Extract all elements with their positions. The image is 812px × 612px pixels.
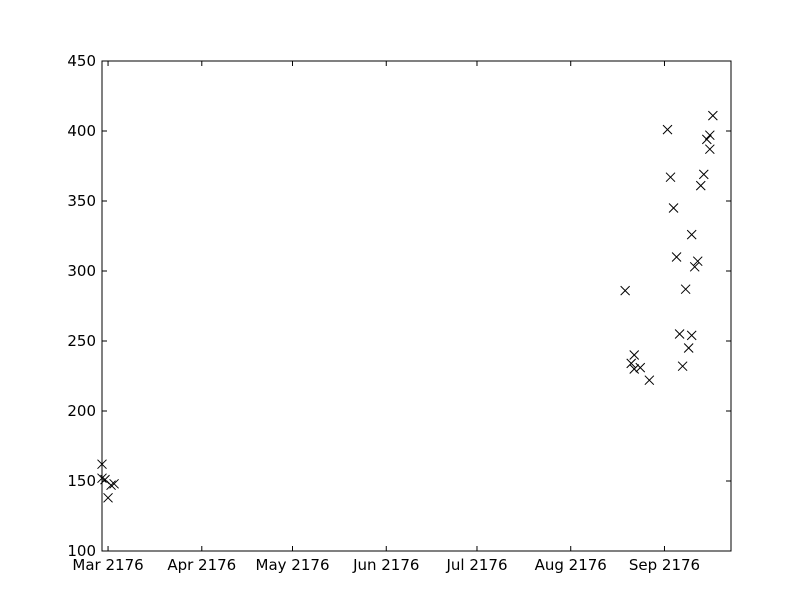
data-point — [668, 203, 679, 213]
data-point — [701, 134, 712, 145]
data-point — [629, 364, 640, 374]
y-tick-label: 150 — [67, 472, 96, 490]
data-point — [674, 329, 685, 339]
labels-layer: 100 150 200 250 300 350 400 450 Mar 2176 Apr 2176… — [67, 52, 700, 574]
data-point — [689, 261, 700, 272]
data-point — [629, 350, 640, 360]
points-layer — [97, 110, 718, 503]
x-tick-label: Jul 2176 — [445, 556, 507, 574]
y-tick-label: 250 — [67, 332, 96, 350]
x-tick-label: May 2176 — [256, 556, 330, 574]
data-point — [103, 492, 113, 503]
y-tick-label: 200 — [67, 402, 96, 420]
data-point — [704, 130, 715, 141]
data-point — [704, 144, 715, 155]
data-point — [692, 256, 703, 267]
data-point — [662, 124, 673, 135]
data-point — [106, 480, 116, 491]
data-point — [686, 229, 697, 240]
data-point — [644, 375, 655, 386]
data-point — [698, 169, 709, 180]
ticks-layer — [102, 60, 731, 552]
data-point — [626, 358, 637, 369]
data-point — [635, 362, 646, 373]
y-tick-label: 450 — [67, 52, 96, 70]
data-point — [109, 478, 119, 489]
x-tick-label: Aug 2176 — [535, 556, 607, 574]
y-tick-label: 300 — [67, 262, 96, 280]
y-tick-label: 100 — [67, 542, 96, 560]
x-tick-label: Apr 2176 — [167, 556, 236, 574]
data-point — [620, 285, 631, 296]
data-point — [708, 110, 718, 121]
y-tick-label: 400 — [67, 122, 96, 140]
x-tick-label: Mar 2176 — [72, 556, 143, 574]
data-point — [677, 361, 688, 372]
plot-frame — [101, 60, 732, 552]
data-point — [686, 330, 697, 341]
data-point — [671, 252, 682, 262]
data-point — [683, 343, 694, 353]
y-tick-label: 350 — [67, 192, 96, 210]
data-point — [695, 180, 706, 191]
data-point — [665, 172, 676, 183]
x-tick-label: Jun 2176 — [352, 556, 419, 574]
data-point — [680, 284, 691, 295]
x-tick-label: Sep 2176 — [629, 556, 700, 574]
